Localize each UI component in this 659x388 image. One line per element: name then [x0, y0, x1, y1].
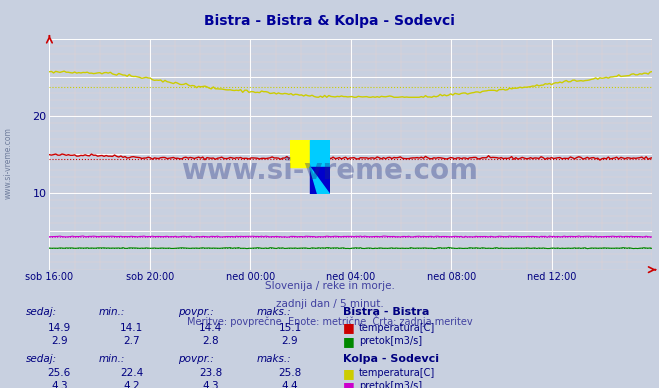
Text: 22.4: 22.4 — [120, 368, 144, 378]
Text: Bistra - Bistra: Bistra - Bistra — [343, 307, 429, 317]
Text: Kolpa - Sodevci: Kolpa - Sodevci — [343, 354, 439, 364]
Text: pretok[m3/s]: pretok[m3/s] — [359, 381, 422, 388]
Text: povpr.:: povpr.: — [178, 354, 214, 364]
Text: maks.:: maks.: — [257, 354, 292, 364]
Text: 2.7: 2.7 — [123, 336, 140, 346]
Text: povpr.:: povpr.: — [178, 307, 214, 317]
Text: sedaj:: sedaj: — [26, 354, 57, 364]
Text: 25.8: 25.8 — [278, 368, 302, 378]
Text: Slovenija / reke in morje.: Slovenija / reke in morje. — [264, 281, 395, 291]
Bar — [310, 140, 330, 167]
Text: 4.4: 4.4 — [281, 381, 299, 388]
Text: 2.9: 2.9 — [281, 336, 299, 346]
Text: 23.8: 23.8 — [199, 368, 223, 378]
Text: ■: ■ — [343, 321, 355, 334]
Text: min.:: min.: — [99, 307, 125, 317]
Text: 2.9: 2.9 — [51, 336, 68, 346]
Text: pretok[m3/s]: pretok[m3/s] — [359, 336, 422, 346]
Text: sedaj:: sedaj: — [26, 307, 57, 317]
Text: ■: ■ — [343, 335, 355, 348]
Text: www.si-vreme.com: www.si-vreme.com — [181, 157, 478, 185]
Text: 15.1: 15.1 — [278, 323, 302, 333]
Polygon shape — [310, 167, 330, 194]
Text: 4.3: 4.3 — [51, 381, 68, 388]
Text: 2.8: 2.8 — [202, 336, 219, 346]
Text: 25.6: 25.6 — [47, 368, 71, 378]
Text: zadnji dan / 5 minut.: zadnji dan / 5 minut. — [275, 299, 384, 309]
Text: 4.3: 4.3 — [202, 381, 219, 388]
Bar — [290, 140, 310, 167]
Text: 14.9: 14.9 — [47, 323, 71, 333]
Text: ■: ■ — [343, 379, 355, 388]
Text: temperatura[C]: temperatura[C] — [359, 368, 436, 378]
Text: Meritve: povprečne  Enote: metrične  Črta: zadnja meritev: Meritve: povprečne Enote: metrične Črta:… — [186, 315, 473, 327]
Text: temperatura[C]: temperatura[C] — [359, 323, 436, 333]
Text: maks.:: maks.: — [257, 307, 292, 317]
Text: Bistra - Bistra & Kolpa - Sodevci: Bistra - Bistra & Kolpa - Sodevci — [204, 14, 455, 28]
Text: 4.2: 4.2 — [123, 381, 140, 388]
Text: min.:: min.: — [99, 354, 125, 364]
Text: 14.1: 14.1 — [120, 323, 144, 333]
Text: ■: ■ — [343, 367, 355, 380]
Polygon shape — [310, 167, 330, 194]
Text: www.si-vreme.com: www.si-vreme.com — [3, 127, 13, 199]
Text: 14.4: 14.4 — [199, 323, 223, 333]
